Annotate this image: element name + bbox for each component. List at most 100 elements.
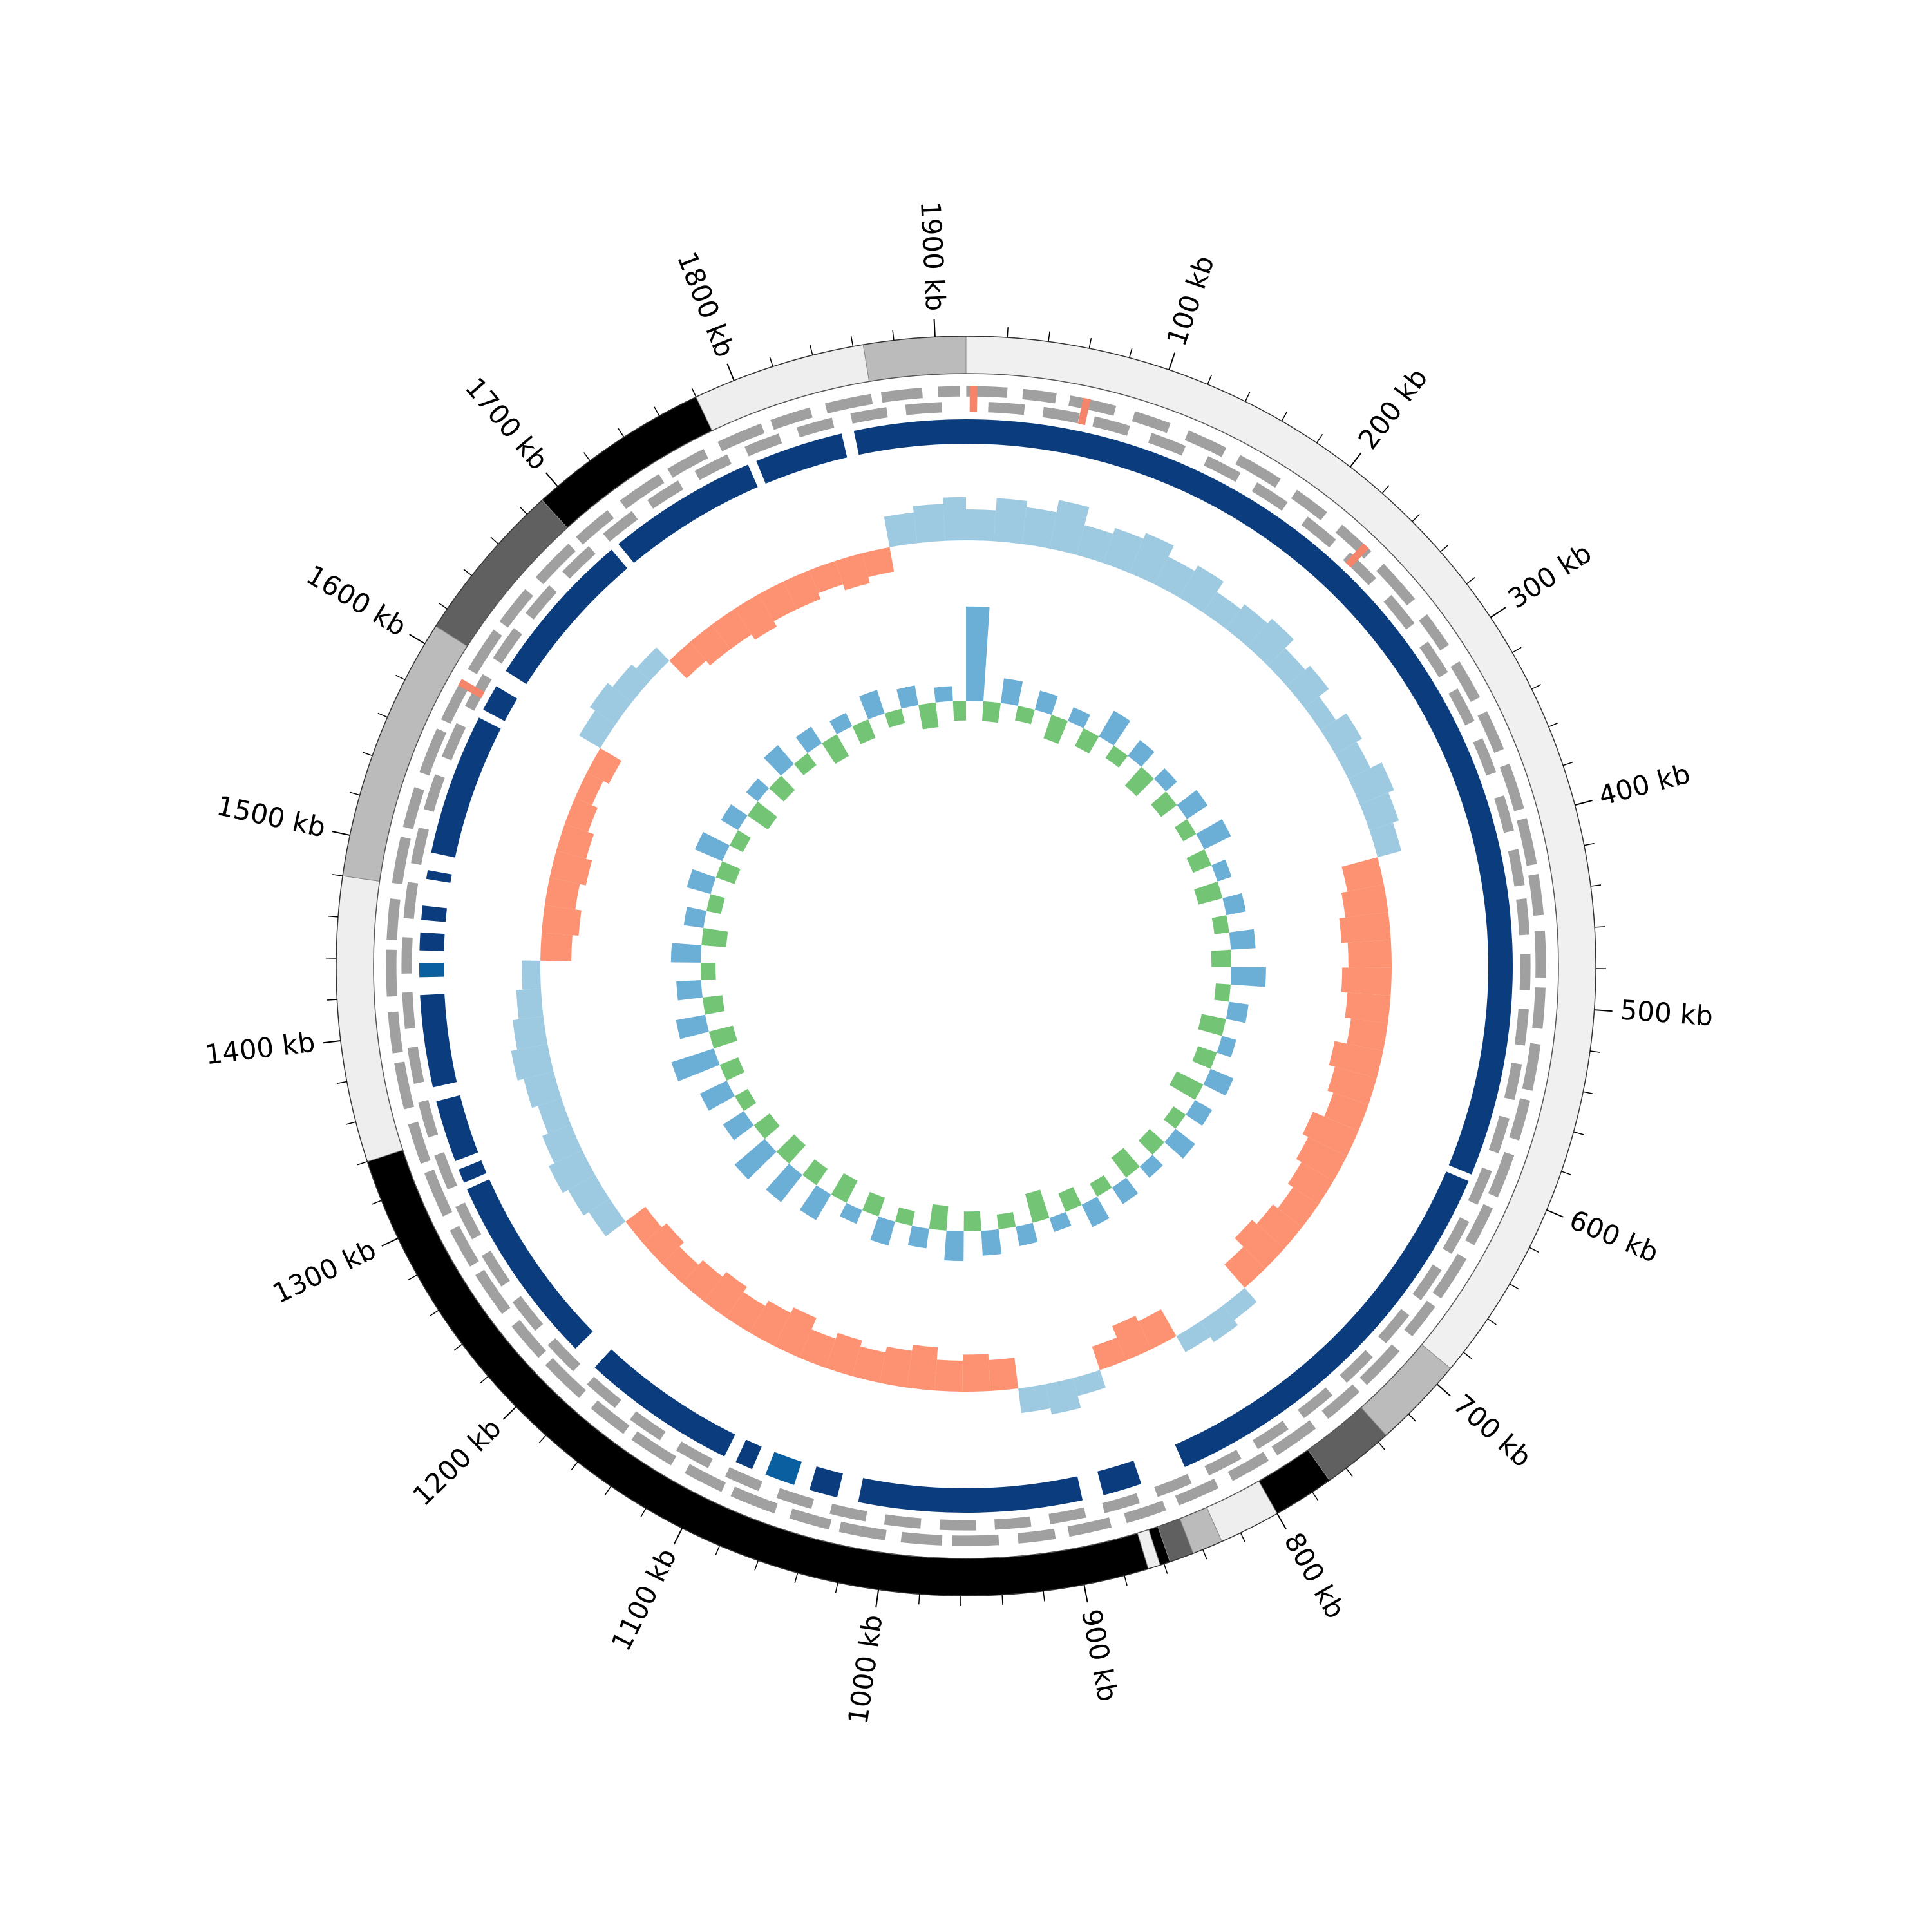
inner-bar bbox=[699, 1081, 735, 1111]
major-tick bbox=[502, 1406, 517, 1420]
block bbox=[436, 1095, 478, 1162]
inner-bar bbox=[721, 804, 748, 831]
gene bbox=[1531, 987, 1546, 1030]
minor-tick bbox=[362, 752, 373, 757]
gene bbox=[535, 543, 577, 585]
inner-bar bbox=[776, 1134, 806, 1164]
gene bbox=[419, 728, 448, 777]
gene bbox=[406, 1045, 425, 1084]
block bbox=[1097, 1461, 1142, 1495]
gene bbox=[561, 545, 596, 580]
gene bbox=[900, 1531, 943, 1546]
gene bbox=[1290, 489, 1328, 522]
inner-bar bbox=[671, 1048, 720, 1082]
inner-bar bbox=[1043, 714, 1068, 744]
gene bbox=[455, 1202, 482, 1240]
block bbox=[756, 433, 848, 484]
skew-bar bbox=[643, 1223, 685, 1264]
major-tick bbox=[381, 1237, 399, 1247]
inner-bar bbox=[1000, 678, 1023, 706]
skew-bar bbox=[799, 1329, 836, 1368]
skew-bar bbox=[879, 1346, 913, 1388]
major-tick bbox=[1490, 607, 1506, 618]
gene bbox=[1092, 415, 1131, 437]
skew-bar bbox=[579, 710, 616, 748]
gene bbox=[393, 1061, 415, 1110]
major-tick bbox=[1436, 1383, 1452, 1397]
inner-bar bbox=[746, 778, 770, 802]
minor-tick bbox=[1583, 1091, 1594, 1095]
gene bbox=[433, 1151, 459, 1191]
track-outline bbox=[373, 373, 1559, 1559]
minor-tick bbox=[769, 356, 773, 367]
inner-bar bbox=[793, 753, 817, 775]
skew-bar bbox=[1347, 1018, 1388, 1051]
gene bbox=[1403, 1300, 1436, 1338]
gene bbox=[880, 387, 923, 404]
inner-bar bbox=[852, 719, 876, 744]
gene bbox=[1508, 1097, 1531, 1141]
inner-bar bbox=[1211, 949, 1232, 967]
skew-bar bbox=[1103, 527, 1144, 573]
skew-bar bbox=[1076, 525, 1113, 564]
gene bbox=[1467, 1166, 1493, 1206]
tick-label: 600 kb bbox=[1565, 1204, 1663, 1269]
skew-bar bbox=[589, 1198, 626, 1236]
minor-tick bbox=[1529, 1247, 1539, 1253]
inner-bar bbox=[1164, 1106, 1186, 1129]
minor-tick bbox=[618, 428, 625, 438]
skew-bar bbox=[1345, 992, 1391, 1024]
skew-bar bbox=[1073, 1370, 1106, 1396]
major-tick bbox=[332, 831, 350, 836]
gene bbox=[1227, 1451, 1270, 1482]
skew-bar bbox=[703, 1272, 747, 1318]
minor-tick bbox=[571, 1461, 578, 1471]
tick-label: 1500 kb bbox=[214, 790, 328, 843]
minor-tick bbox=[1584, 842, 1595, 846]
inner-bar bbox=[1139, 1155, 1163, 1178]
minor-tick bbox=[1548, 722, 1558, 728]
gene bbox=[1503, 1062, 1523, 1101]
skew-bar bbox=[726, 1292, 766, 1333]
inner-bar bbox=[1015, 705, 1035, 724]
minor-tick bbox=[1440, 544, 1449, 553]
gene bbox=[951, 1534, 1000, 1547]
major-tick bbox=[875, 1589, 880, 1608]
inner-bar bbox=[1186, 849, 1212, 873]
gene bbox=[1533, 930, 1547, 978]
gene bbox=[937, 385, 961, 398]
inner-bar bbox=[1203, 1068, 1234, 1096]
skew-bar bbox=[994, 498, 1028, 544]
skew-bar bbox=[1267, 648, 1305, 687]
inner-bar bbox=[1230, 967, 1266, 987]
minor-tick bbox=[1043, 1591, 1045, 1602]
inner-bar bbox=[700, 962, 716, 980]
inner-bar bbox=[753, 1113, 780, 1139]
inner-bar bbox=[687, 869, 716, 895]
gene bbox=[417, 1099, 439, 1139]
skew-bar bbox=[1092, 1337, 1126, 1370]
gene bbox=[575, 509, 615, 545]
skew-bar bbox=[1226, 604, 1268, 647]
skew-bar bbox=[1129, 533, 1174, 585]
inner-bar bbox=[944, 1230, 964, 1262]
gene bbox=[630, 1430, 677, 1466]
rna-gene bbox=[1345, 543, 1369, 568]
block bbox=[431, 717, 501, 858]
tick-label: 900 kb bbox=[1075, 1607, 1124, 1704]
minor-tick bbox=[372, 1200, 382, 1205]
major-tick bbox=[673, 1528, 683, 1545]
skew-bar bbox=[1341, 857, 1384, 892]
skew-bar bbox=[1287, 1162, 1334, 1205]
inner-bar bbox=[715, 861, 741, 884]
minor-tick bbox=[480, 1376, 489, 1384]
gene bbox=[1516, 817, 1538, 867]
inner-bar bbox=[963, 1211, 981, 1231]
inner-bar bbox=[966, 606, 990, 701]
gene bbox=[796, 417, 835, 439]
gene bbox=[1271, 1419, 1317, 1457]
gene bbox=[987, 401, 1026, 416]
skew-bar bbox=[1138, 1309, 1177, 1349]
inner-bar bbox=[802, 1159, 828, 1186]
